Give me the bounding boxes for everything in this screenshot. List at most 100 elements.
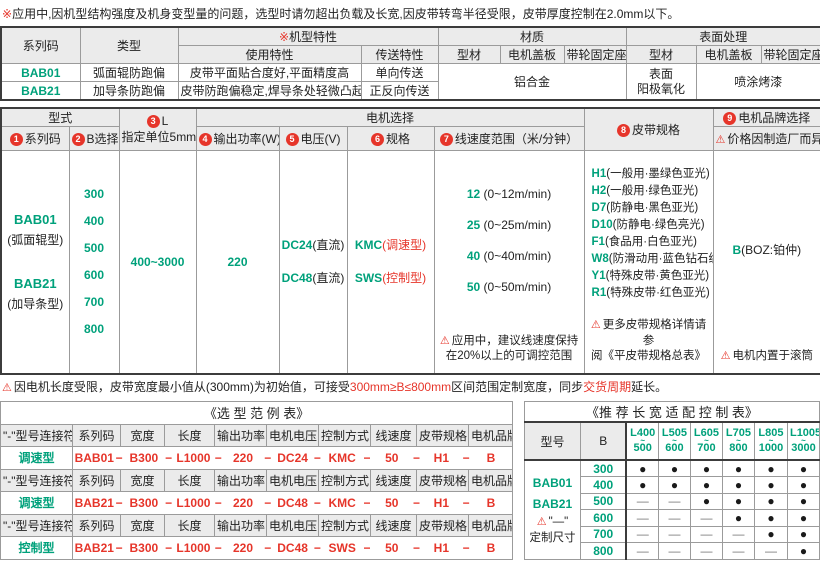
length-range-cell: 400~3000 [118, 150, 197, 375]
fit-mark: — [625, 492, 659, 510]
fit-mark: ● [786, 542, 820, 560]
header-use-feature: 使用特性 [177, 45, 362, 64]
speed-options-cell: 12 (0~12m/min) 25 (0~25m/min) 40 (0~40m/… [433, 150, 585, 375]
fit-mark: — [625, 525, 659, 543]
header-cell: 控制方式 [318, 513, 371, 537]
header-motor-cover: 电机盖板 [499, 45, 565, 64]
header-cell: 长度 [164, 513, 215, 537]
fit-mark: ● [721, 459, 755, 477]
fit-model-cell: BAB01 BAB21 ⚠ "—" 定制尺寸 [523, 459, 581, 560]
header-motor-select: 电机选择 [195, 107, 585, 127]
fit-table-title: 《推 荐 长 宽 适 配 控 制 表》 [523, 401, 820, 423]
series-options-cell: BAB01 (弧面辊型) BAB21 (加导条型) [0, 150, 70, 375]
example-type-label: 调速型 [0, 446, 73, 470]
fit-mark: — [753, 542, 788, 560]
header-profile: 型材 [625, 45, 697, 64]
b-value: 300 [579, 459, 628, 477]
fit-mark: ● [625, 476, 659, 494]
warning-icon: ⚠ [2, 382, 12, 394]
header-cell: "-"型号连接符 [0, 468, 73, 492]
fit-mark: ● [721, 509, 755, 527]
b-value: 400 [579, 476, 628, 494]
fit-mark: ● [786, 492, 820, 510]
asterisk-mark: ※ [278, 30, 290, 44]
header-machine-feature: ※机型特性 [177, 26, 439, 46]
transfer-cell: 正反向传送 [360, 81, 439, 101]
fit-table: 《推 荐 长 宽 适 配 控 制 表》 型号 B L400 ~500 L505 ~6… [523, 401, 820, 560]
header-cell: 线速度 [370, 513, 417, 537]
voltage-options-cell: DC24(直流) DC48(直流) [278, 150, 348, 375]
fit-mark: — [689, 509, 723, 527]
fit-mark: ● [689, 476, 723, 494]
spec-table: 系列码 类型 ※机型特性 材质 表面处理 使用特性 传送特性 型材 电机盖板 带… [0, 26, 820, 101]
header-material: 材质 [437, 26, 627, 46]
fit-mark: — [689, 525, 723, 543]
header-pulley-seat: 带轮固定座 [563, 45, 627, 64]
warning-icon: ⚠ [590, 319, 601, 332]
header-model: 型号 [523, 421, 581, 461]
material-value: 铝合金 [437, 63, 627, 101]
fit-mark: ● [753, 525, 788, 543]
header-series: 1 系列码 [0, 126, 70, 151]
warning-icon: ⚠ [439, 334, 450, 347]
warning-icon: ⚠ [715, 134, 726, 146]
circle-6-icon: 6 [371, 133, 384, 146]
fit-mark: ● [689, 459, 723, 477]
surface-paint-value: 喷涂烤漆 [695, 63, 820, 101]
bottom-tables: 《选 型 范 例 表》 "-"型号连接符 系列码 宽度 长度 输出功率 电机电压… [0, 401, 820, 560]
example-type-label: 控制型 [0, 536, 73, 560]
header-cell: 电机品牌 [467, 513, 514, 537]
belt-options-cell: H1(一般用·墨绿色亚光) H2(一般用·绿色亚光) D7(防静电·黑色亚光) … [583, 150, 714, 375]
header-length-range: L805 ~1000 [753, 421, 788, 461]
b-value: 600 [579, 509, 628, 527]
circle-2-icon: 2 [71, 133, 85, 146]
circle-1-icon: 1 [9, 133, 23, 146]
fit-mark: ● [721, 492, 755, 510]
fit-mark: ● [657, 476, 691, 494]
example-model-number: BAB21− B300− L1000− 220− DC48− SWS − 50− … [71, 536, 514, 560]
speed-usage-note: ⚠ 应用中，建议线速度保持 在20%以上的可调控范围 [439, 334, 579, 363]
header-type: 类型 [79, 26, 179, 64]
header-cell: 宽度 [120, 423, 165, 447]
header-cell: 输出功率 [214, 423, 267, 447]
type-cell: 加导条防跑偏 [79, 81, 179, 101]
brand-builtin-note: ⚠ 电机内置于滚筒 [720, 350, 813, 363]
example-model-number: BAB21− B300− L1000− 220− DC48− KMC − 50− … [71, 491, 514, 515]
header-cell: 长度 [164, 423, 215, 447]
fit-mark: ● [625, 459, 659, 477]
circle-3-icon: 3 [146, 115, 160, 128]
header-length-range: L505 ~600 [657, 421, 691, 461]
use-feature-cell: 皮带平面贴合度好,平面精度高 [177, 63, 362, 82]
header-length-range: L705 ~800 [721, 421, 755, 461]
header-cell: 长度 [164, 468, 215, 492]
header-cell: "-"型号连接符 [0, 423, 73, 447]
warning-icon: ⚠ [720, 350, 731, 363]
fit-mark: ● [753, 459, 788, 477]
fit-mark: — [625, 542, 659, 560]
header-b: B [579, 421, 628, 461]
fit-mark: — [721, 542, 755, 560]
header-surface: 表面处理 [625, 26, 820, 46]
series-code: BAB01 [0, 63, 81, 82]
b-options-cell: 300 400 500 600 700 800 [68, 150, 120, 375]
header-brand-price-note: ⚠价格因制造厂而异。 [712, 126, 820, 151]
b-value: 700 [579, 525, 628, 543]
header-profile: 型材 [437, 45, 501, 64]
header-cell: 系列码 [72, 513, 121, 537]
use-feature-cell: 皮带防跑偏稳定,焊导条处轻微凸起 [177, 81, 362, 101]
example-model-number: BAB01− B300− L1000− 220− DC24− KMC − 50− … [71, 446, 514, 470]
header-transfer-feature: 传送特性 [360, 45, 439, 64]
circle-5-icon: 5 [285, 133, 299, 146]
transfer-cell: 单向传送 [360, 63, 439, 82]
header-pulley-seat: 带轮固定座 [760, 45, 820, 64]
header-cell: 电机品牌 [467, 423, 514, 447]
circle-9-icon: 9 [723, 112, 737, 125]
example-type-label: 调速型 [0, 491, 73, 515]
header-cell: 皮带规格 [416, 423, 469, 447]
fit-mark: ● [753, 476, 788, 494]
example-table: 《选 型 范 例 表》 "-"型号连接符 系列码 宽度 长度 输出功率 电机电压… [0, 401, 514, 560]
header-cell: 皮带规格 [416, 468, 469, 492]
header-length-range: L400 ~500 [625, 421, 659, 461]
